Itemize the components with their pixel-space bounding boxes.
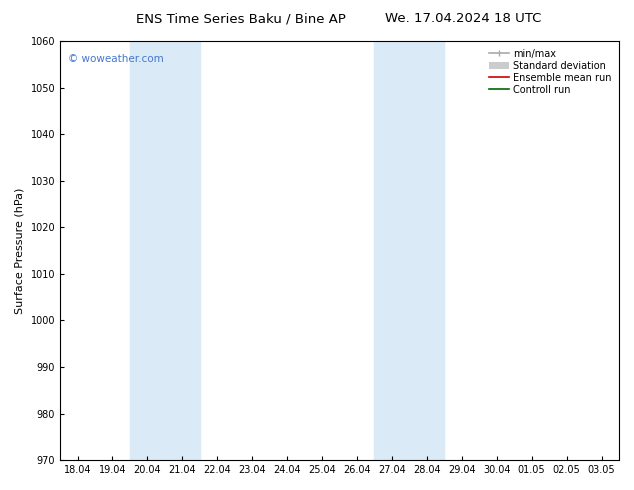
Bar	[375, 41, 444, 460]
Bar	[130, 41, 200, 460]
Text: We. 17.04.2024 18 UTC: We. 17.04.2024 18 UTC	[385, 12, 541, 25]
Y-axis label: Surface Pressure (hPa): Surface Pressure (hPa)	[15, 187, 25, 314]
Text: © woweather.com: © woweather.com	[68, 53, 164, 64]
Legend: min/max, Standard deviation, Ensemble mean run, Controll run: min/max, Standard deviation, Ensemble me…	[486, 46, 614, 98]
Text: ENS Time Series Baku / Bine AP: ENS Time Series Baku / Bine AP	[136, 12, 346, 25]
